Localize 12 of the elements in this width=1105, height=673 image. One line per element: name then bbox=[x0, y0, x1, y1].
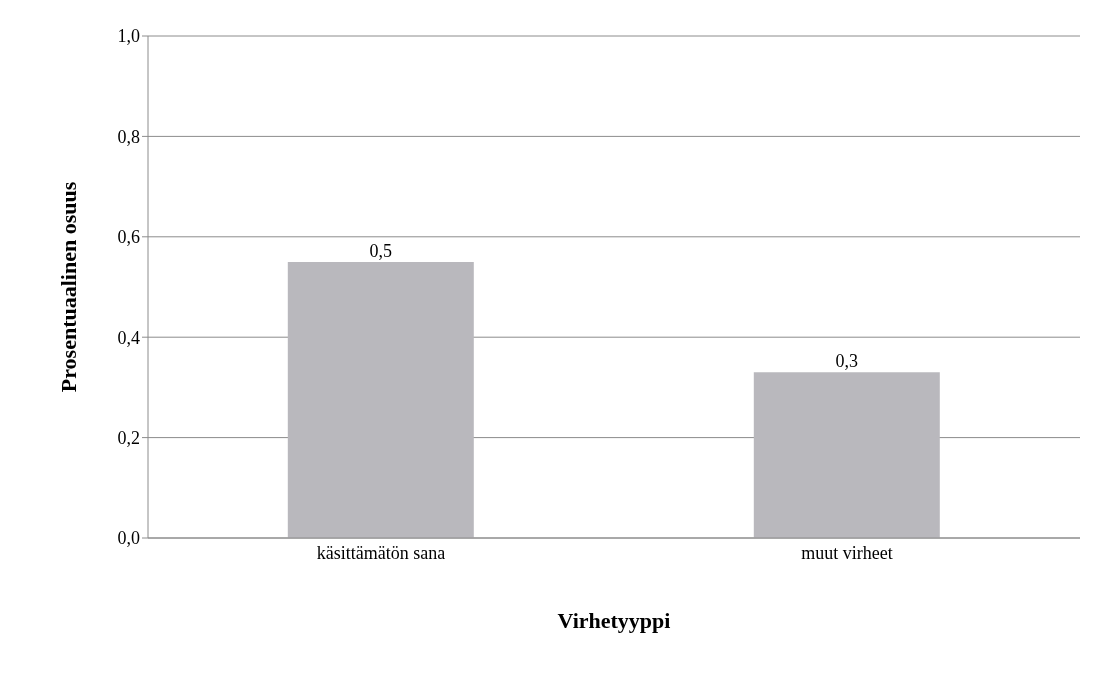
y-tick-label: 0,2 bbox=[117, 427, 140, 448]
y-tick-label: 0,0 bbox=[117, 528, 140, 549]
y-axis-title: Prosentuaalinen osuus bbox=[55, 181, 81, 393]
x-axis-title: Virhetyyppi bbox=[557, 608, 671, 633]
y-tick-label: 0,4 bbox=[117, 327, 140, 348]
x-tick-label: muut virheet bbox=[801, 542, 893, 563]
y-tick-label: 0,8 bbox=[117, 126, 140, 147]
data-label: 0,5 bbox=[369, 240, 393, 261]
x-tick-label: käsittämätön sana bbox=[316, 542, 446, 563]
y-tick-label: 1,0 bbox=[117, 26, 140, 47]
data-label: 0,3 bbox=[835, 351, 859, 372]
y-tick-label: 0,6 bbox=[117, 227, 140, 248]
